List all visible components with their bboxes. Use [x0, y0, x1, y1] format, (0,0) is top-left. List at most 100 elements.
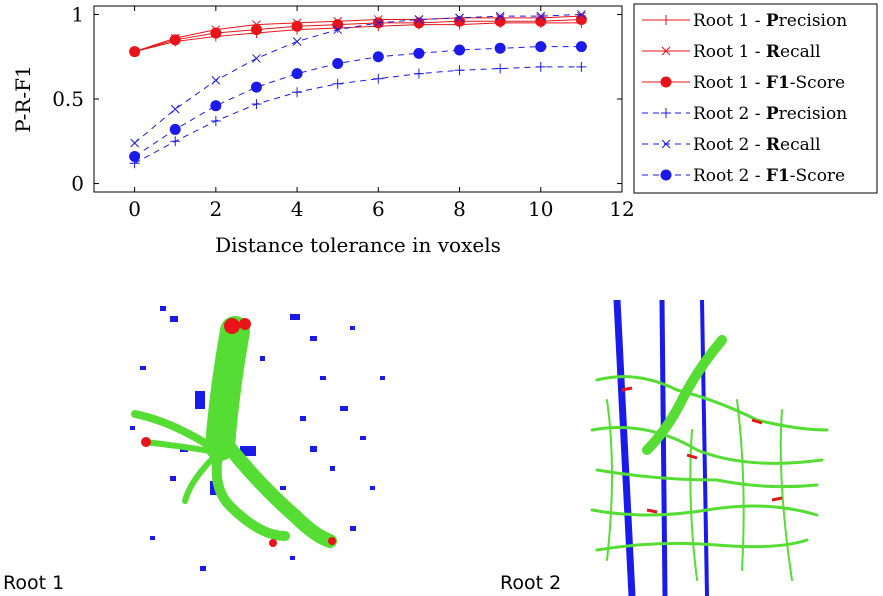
marker-plus [413, 68, 424, 79]
marker-x [292, 37, 302, 46]
legend-entry: Root 1 - Recall [642, 42, 821, 62]
marker-plus [210, 115, 221, 126]
marker-x [130, 138, 139, 148]
marker-plus [535, 61, 546, 72]
error-marks [621, 386, 783, 514]
panel-label-root1: Root 1 [3, 572, 65, 594]
marker-circle [660, 169, 672, 181]
marker-plus [576, 61, 587, 72]
marker-circle [169, 123, 181, 135]
marker-plus [454, 65, 465, 76]
marker-plus [292, 87, 303, 98]
series-line [134, 66, 582, 164]
marker-plus [661, 15, 671, 25]
marker-circle [575, 14, 587, 26]
series-line [134, 22, 582, 53]
marker-circle [291, 68, 303, 80]
marker-circle [575, 41, 587, 53]
marker-x [170, 104, 180, 114]
root1-render [130, 306, 385, 571]
x-tick-label: 4 [291, 197, 304, 221]
legend-entry: Root 1 - Precision [642, 11, 847, 31]
marker-circle [169, 34, 181, 46]
marker-x [495, 11, 505, 21]
marker-circle [413, 47, 425, 59]
x-tick-label: 2 [209, 197, 222, 221]
marker-circle [413, 17, 425, 29]
marker-x [211, 76, 221, 85]
series-line [134, 46, 582, 157]
series-3 [129, 61, 587, 169]
x-axis-label: Distance tolerance in voxels [215, 233, 501, 257]
marker-x [661, 139, 671, 149]
marker-x [414, 15, 424, 24]
marker-circle [494, 42, 506, 54]
legend-box [633, 3, 878, 194]
y-tick-label: 0 [71, 172, 84, 196]
marker-x [252, 54, 261, 63]
marker-circle [535, 41, 547, 53]
marker-circle [129, 150, 141, 162]
marker-circle [660, 76, 672, 88]
root1-structure [131, 316, 337, 548]
marker-circle [129, 46, 141, 58]
series-5 [129, 41, 587, 162]
marker-circle [454, 15, 466, 27]
x-tick-label: 12 [609, 197, 634, 221]
plot-frame [93, 5, 623, 193]
panel-label-root2: Root 2 [500, 572, 562, 594]
series-line [134, 15, 582, 53]
series-layer [129, 10, 587, 169]
legend-label: Root 2 - Recall [693, 135, 821, 155]
marker-plus [495, 63, 506, 74]
marker-circle [291, 20, 303, 32]
series-line [134, 19, 582, 53]
legend-label: Root 1 - Recall [693, 42, 821, 62]
marker-x [536, 11, 546, 21]
marker-circle [250, 81, 262, 93]
y-tick-label: 1 [71, 2, 84, 26]
error-tips [141, 318, 336, 547]
series-4 [130, 10, 586, 148]
series-line [134, 13, 582, 144]
legend-entry: Root 1 - F1-Score [642, 73, 845, 93]
marker-x [577, 10, 586, 19]
marker-circle [210, 100, 222, 112]
marker-plus [332, 78, 343, 89]
legend-label: Root 2 - Precision [693, 104, 847, 124]
x-tick-label: 10 [528, 197, 553, 221]
y-axis-label: P-R-F1 [11, 65, 35, 133]
root2-network [590, 335, 829, 581]
marker-circle [332, 57, 344, 69]
legend-label: Root 1 - F1-Score [693, 73, 845, 93]
legend: Root 1 - Precision Root 1 - Recall Root 1 … [633, 3, 878, 194]
legend-label: Root 2 - F1-Score [693, 166, 845, 186]
root2-render [590, 300, 829, 596]
y-tick-label: 0.5 [52, 87, 84, 111]
legend-entry: Root 2 - Recall [642, 135, 821, 155]
axis-ticks: 0 2 4 6 8 10 12 0 0.5 1 [52, 2, 635, 221]
marker-circle [372, 51, 384, 63]
marker-circle [494, 15, 506, 27]
marker-plus [661, 108, 671, 118]
series-2 [129, 14, 587, 58]
chart: 0 2 4 6 8 10 12 0 0.5 1 Distance tolerance in vox… [11, 2, 878, 257]
marker-x [455, 13, 464, 23]
legend-entry: Root 2 - Precision [642, 104, 847, 124]
marker-circle [332, 19, 344, 31]
marker-x [333, 25, 343, 35]
marker-circle [250, 24, 262, 36]
marker-circle [454, 44, 466, 56]
x-tick-label: 6 [372, 197, 385, 221]
x-tick-label: 8 [453, 197, 466, 221]
marker-circle [535, 15, 547, 27]
marker-plus [170, 136, 181, 147]
marker-plus [251, 99, 262, 110]
marker-plus [373, 73, 384, 84]
marker-x [373, 18, 383, 28]
marker-x [661, 46, 671, 56]
marker-circle [210, 27, 222, 39]
legend-entry: Root 2 - F1-Score [642, 166, 845, 186]
series-1 [130, 11, 586, 57]
x-tick-label: 0 [128, 197, 141, 221]
